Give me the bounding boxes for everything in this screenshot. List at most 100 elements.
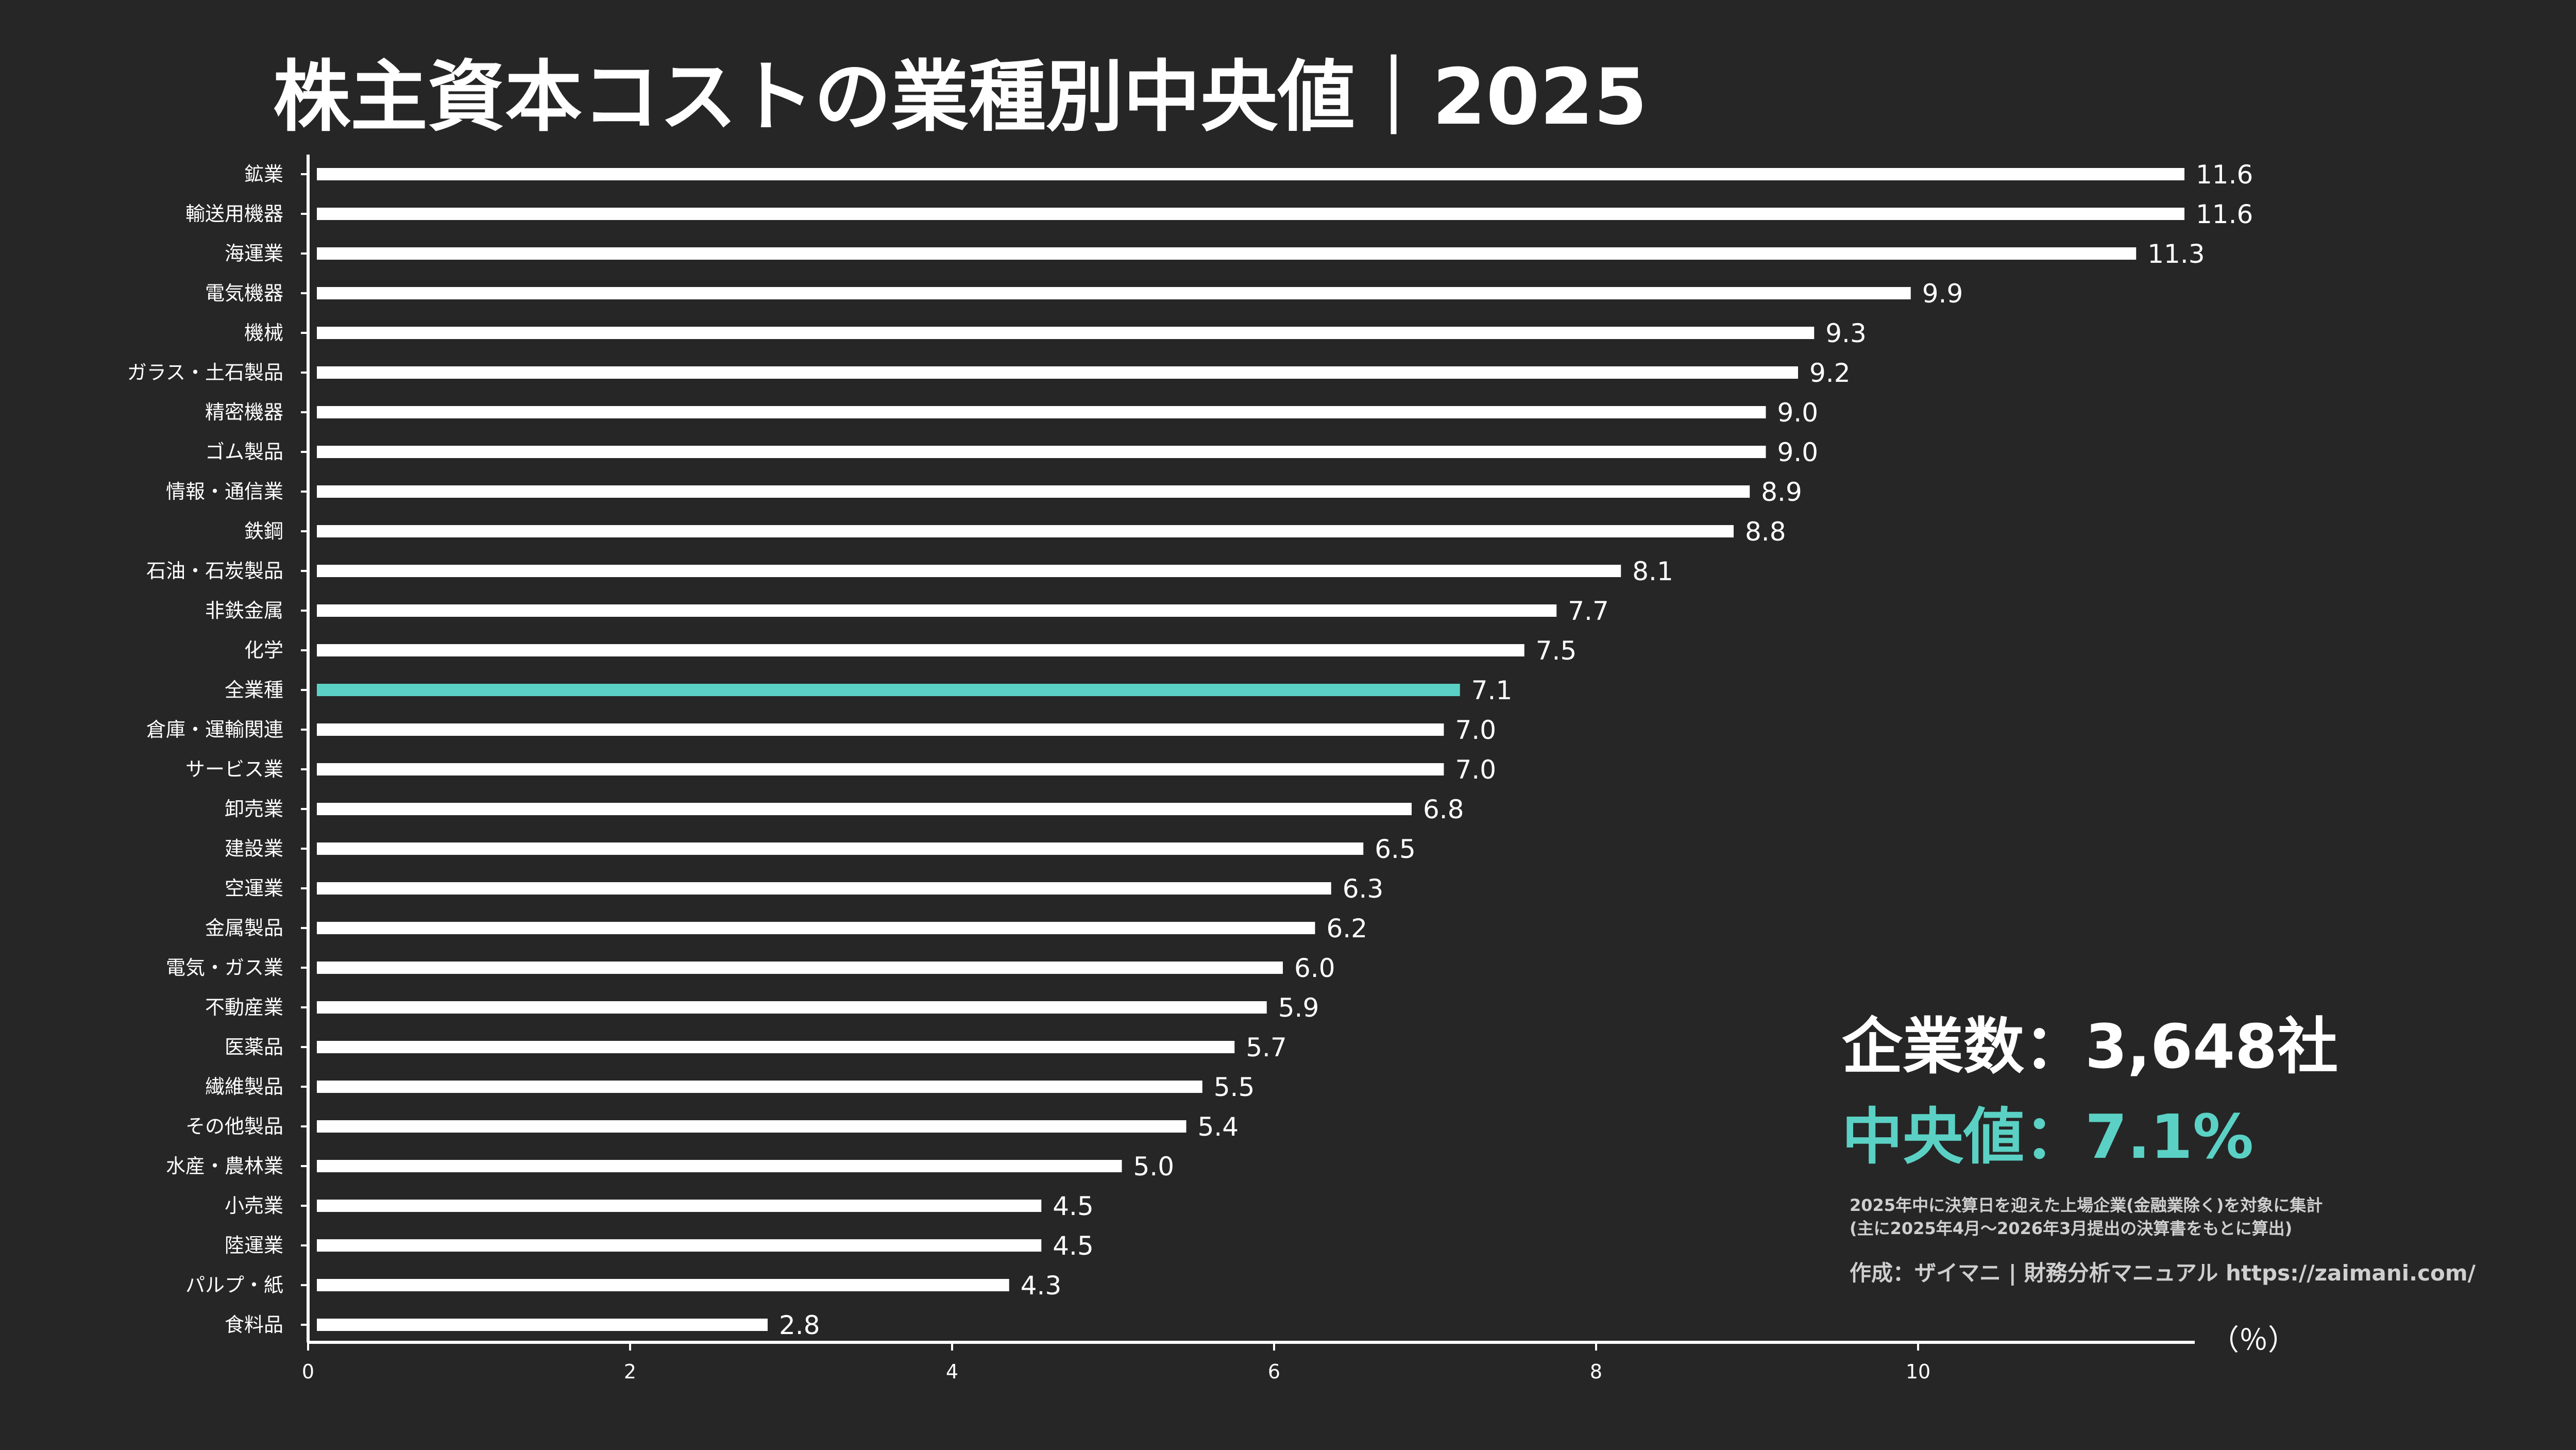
bar-28 <box>317 1279 1009 1291</box>
company-count: 企業数：3,648社 <box>1842 1011 2338 1082</box>
category-label: 不動産業 <box>205 996 283 1019</box>
value-label: 9.0 <box>1777 437 1819 467</box>
bar-11 <box>317 604 1557 617</box>
category-label: 電気機器 <box>205 282 283 305</box>
category-label: 空運業 <box>225 877 283 900</box>
category-label: 食料品 <box>225 1313 283 1336</box>
category-label: 水産・農林業 <box>166 1155 283 1177</box>
value-label: 7.7 <box>1568 596 1609 626</box>
value-label: 4.5 <box>1053 1231 1094 1261</box>
bar-13 <box>317 684 1460 696</box>
category-label: 石油・石炭製品 <box>146 560 283 582</box>
unit-label: （％） <box>2210 1324 2297 1357</box>
bar-2 <box>317 247 2137 260</box>
bar-20 <box>317 962 1283 974</box>
value-label: 2.8 <box>779 1310 820 1340</box>
category-label: 海運業 <box>225 242 283 265</box>
bar-22 <box>317 1041 1235 1053</box>
bar-9 <box>317 525 1734 537</box>
x-tick-label: 2 <box>624 1360 636 1383</box>
value-label: 6.5 <box>1375 834 1416 864</box>
median-value: 中央値：7.1% <box>1842 1101 2253 1172</box>
bar-6 <box>317 406 1766 418</box>
note-line-2: (主に2025年4月〜2026年3月提出の決算書をもとに算出) <box>1850 1219 2292 1238</box>
value-label: 9.9 <box>1922 279 1963 309</box>
bar-29 <box>317 1319 768 1331</box>
bar-1 <box>317 208 2184 220</box>
value-label: 9.2 <box>1809 358 1851 388</box>
value-label: 7.0 <box>1455 715 1497 745</box>
category-label: 化学 <box>244 639 283 662</box>
bar-16 <box>317 803 1412 815</box>
value-label: 8.1 <box>1632 557 1673 586</box>
value-label: 6.2 <box>1327 914 1368 943</box>
category-label: 鉄鋼 <box>244 520 283 543</box>
bar-12 <box>317 644 1524 656</box>
value-label: 5.9 <box>1278 993 1319 1023</box>
bar-27 <box>317 1239 1042 1252</box>
bar-21 <box>317 1001 1267 1014</box>
value-label: 7.0 <box>1455 755 1497 785</box>
value-label: 5.4 <box>1198 1112 1239 1142</box>
bar-4 <box>317 327 1815 339</box>
value-label: 9.0 <box>1777 398 1819 428</box>
value-label: 5.7 <box>1246 1033 1287 1063</box>
value-label: 6.3 <box>1343 874 1384 904</box>
value-label: 6.8 <box>1423 795 1464 824</box>
value-label: 4.5 <box>1053 1191 1094 1221</box>
bar-10 <box>317 565 1621 577</box>
bar-25 <box>317 1160 1122 1172</box>
value-label: 11.3 <box>2147 239 2205 269</box>
bar-17 <box>317 842 1364 855</box>
category-label: 建設業 <box>225 837 283 860</box>
value-label: 8.8 <box>1745 517 1786 547</box>
category-label: 電気・ガス業 <box>166 956 283 979</box>
value-label: 4.3 <box>1021 1271 1062 1301</box>
value-label: 5.5 <box>1214 1072 1255 1102</box>
category-label: 繊維製品 <box>205 1075 283 1098</box>
category-label: 医薬品 <box>225 1036 283 1058</box>
category-label: ゴム製品 <box>205 441 283 463</box>
category-label: 非鉄金属 <box>205 599 283 622</box>
x-ticks-group: 0 2 4 6 8 10 <box>302 1342 1930 1383</box>
bar-23 <box>317 1081 1202 1093</box>
x-tick-label: 4 <box>946 1360 958 1383</box>
bar-18 <box>317 882 1331 895</box>
category-label: その他製品 <box>185 1115 283 1138</box>
x-tick-label: 8 <box>1590 1360 1602 1383</box>
bar-5 <box>317 366 1798 379</box>
chart-title: 株主資本コストの業種別中央値｜2025 <box>273 53 1647 142</box>
category-label: サービス業 <box>185 758 283 781</box>
category-label: 鉱業 <box>244 163 283 186</box>
value-label: 7.1 <box>1471 676 1513 705</box>
credit-text: 作成：ザイマニ | 財務分析マニュアル https://zaimani.com/ <box>1850 1260 2476 1286</box>
bar-26 <box>317 1200 1042 1212</box>
category-label: 情報・通信業 <box>166 480 283 503</box>
x-tick-label: 6 <box>1268 1360 1280 1383</box>
bar-19 <box>317 922 1315 934</box>
bar-0 <box>317 168 2184 180</box>
note-line-1: 2025年中に決算日を迎えた上場企業(金融業除く)を対象に集計 <box>1850 1195 2323 1215</box>
bar-3 <box>317 287 1911 299</box>
value-label: 11.6 <box>2196 199 2253 229</box>
category-label: パルプ・紙 <box>185 1274 283 1296</box>
summary-box: 企業数：3,648社 中央値：7.1% 2025年中に決算日を迎えた上場企業(金… <box>1842 1011 2476 1286</box>
bar-8 <box>317 485 1750 498</box>
category-label: 機械 <box>244 322 283 344</box>
category-label: 陸運業 <box>225 1234 283 1257</box>
bar-24 <box>317 1120 1187 1133</box>
x-tick-label: 0 <box>302 1360 314 1383</box>
value-label: 8.9 <box>1761 477 1802 507</box>
bar-15 <box>317 763 1444 775</box>
category-label: 小売業 <box>225 1194 283 1217</box>
value-label: 6.0 <box>1294 953 1335 983</box>
x-tick-label: 10 <box>1906 1360 1930 1383</box>
value-label: 5.0 <box>1133 1152 1175 1182</box>
bars-group: 鉱業 11.6 輸送用機器 11.6 海運業 11.3 電気機器 9.9 機械 9.3 ガラス・土石… <box>127 160 2253 1340</box>
value-label: 11.6 <box>2196 160 2253 190</box>
axes-group <box>307 155 2195 1344</box>
bar-7 <box>317 446 1766 458</box>
category-label: 輸送用機器 <box>185 203 283 225</box>
category-label: 卸売業 <box>225 798 283 820</box>
